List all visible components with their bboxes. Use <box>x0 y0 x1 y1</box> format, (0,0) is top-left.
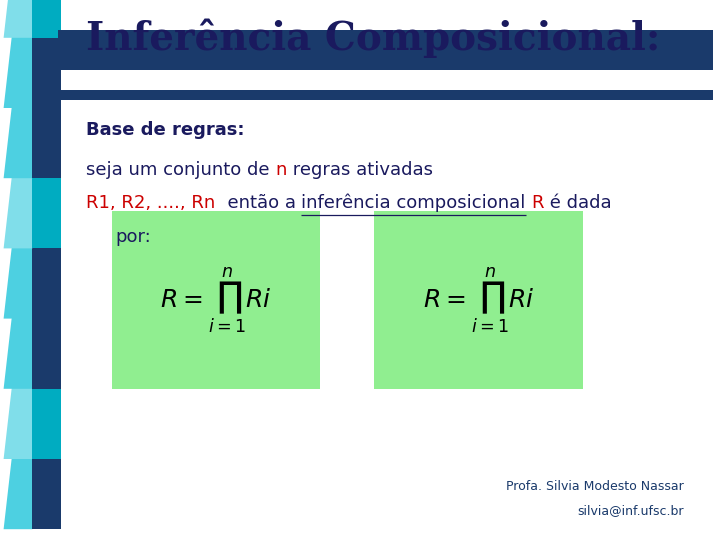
Polygon shape <box>32 243 61 319</box>
Polygon shape <box>32 313 61 389</box>
FancyBboxPatch shape <box>58 90 713 100</box>
Text: Inferência Composicional:: Inferência Composicional: <box>86 18 661 58</box>
Text: n: n <box>276 161 287 179</box>
Text: $R = \prod_{i=1}^{n} Ri$: $R = \prod_{i=1}^{n} Ri$ <box>160 265 272 335</box>
Text: inferência composicional: inferência composicional <box>302 193 526 212</box>
Polygon shape <box>4 103 41 178</box>
Text: Base de regras:: Base de regras: <box>86 120 245 139</box>
FancyBboxPatch shape <box>374 211 583 389</box>
Polygon shape <box>32 103 61 178</box>
FancyBboxPatch shape <box>112 211 320 389</box>
Text: regras ativadas: regras ativadas <box>287 161 433 179</box>
Polygon shape <box>4 313 41 389</box>
Polygon shape <box>32 32 61 108</box>
Text: R: R <box>531 193 544 212</box>
Polygon shape <box>32 0 61 38</box>
Polygon shape <box>32 454 61 529</box>
Polygon shape <box>4 383 41 459</box>
Polygon shape <box>32 383 61 459</box>
Text: silvia@inf.ufsc.br: silvia@inf.ufsc.br <box>577 504 684 517</box>
Polygon shape <box>4 454 41 529</box>
FancyBboxPatch shape <box>58 30 713 70</box>
Text: por:: por: <box>115 227 151 246</box>
Text: é dada: é dada <box>544 193 612 212</box>
Text: seja um conjunto de: seja um conjunto de <box>86 161 276 179</box>
Polygon shape <box>4 0 41 38</box>
Text: então a: então a <box>216 193 302 212</box>
Text: Profa. Silvia Modesto Nassar: Profa. Silvia Modesto Nassar <box>506 480 684 492</box>
Polygon shape <box>32 173 61 248</box>
Text: $R = \prod_{i=1}^{n} Ri$: $R = \prod_{i=1}^{n} Ri$ <box>423 265 535 335</box>
Polygon shape <box>4 173 41 248</box>
Text: R1, R2, ...., Rn: R1, R2, ...., Rn <box>86 193 216 212</box>
Polygon shape <box>4 32 41 108</box>
Polygon shape <box>4 243 41 319</box>
